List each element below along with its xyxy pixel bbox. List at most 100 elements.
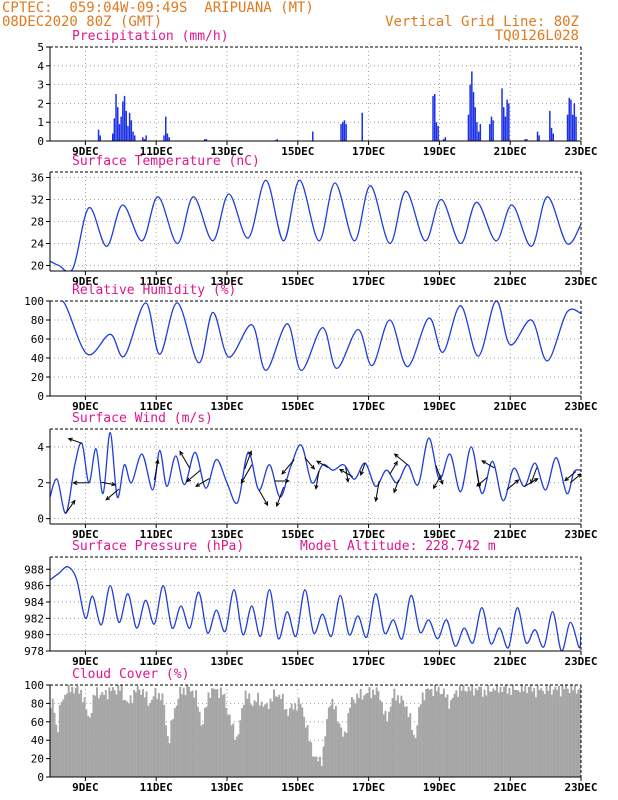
cloud-cover-bar [219,687,222,777]
wind-arrow [281,459,295,475]
cloud-cover-bar [536,685,539,777]
precip-bar [123,95,126,141]
cloud-cover-bar [278,694,281,777]
x-tick-label: 11DEC [140,145,173,158]
y-tick-label: 100 [24,295,44,308]
cloud-cover-bar [336,721,339,777]
cloud-cover-bar [110,691,113,777]
precip-bar [469,84,471,141]
cloud-cover-bar [467,686,470,777]
x-tick-label: 23DEC [564,400,597,413]
wind-arrow [530,467,538,484]
wind-arrow [570,473,581,484]
cloud-cover-bar [294,703,297,777]
cloud-cover-bar [400,695,403,777]
precip-bar [549,110,551,141]
cloud-cover-bar [301,707,304,777]
precip-bar [536,131,539,141]
cloud-cover-bar [209,698,212,777]
cloud-cover-bar [65,693,68,777]
precip-bar [479,124,482,141]
precip-bar [276,139,278,141]
wind-arrow [186,469,201,482]
x-tick-label: 17DEC [352,275,385,288]
wind-arrow-head [393,460,398,466]
cloud-cover-bar [349,707,352,777]
cloud-cover-bar [575,693,578,777]
cloud-cover-bar [515,690,518,777]
cloud-cover-bar [113,690,116,777]
cloud-cover-bar [319,756,321,777]
wind-arrow [105,488,120,501]
wind-arrow [101,481,116,486]
cloud-cover-bar [235,736,238,777]
cloud-cover-bar [547,690,550,777]
cloud-cover-bar [195,690,198,777]
series-line [50,566,581,651]
plot-series-group [97,71,577,141]
cloud-cover-bar [326,719,329,777]
wind-arrow-head [275,502,280,508]
x-tick-label: 13DEC [210,400,243,413]
x-tick-label: 15DEC [281,655,314,668]
cloud-cover-bar [478,686,481,777]
cloud-cover-bar [503,686,506,777]
cloud-cover-bar [476,690,479,777]
wind-arrow-head [345,477,350,483]
cloud-cover-bar [99,694,102,777]
wind-arrow-head [310,464,316,470]
cloud-cover-bar [411,730,413,777]
cloud-cover-bar [389,706,392,777]
cloud-cover-bar [267,708,270,777]
cloud-cover-bar [561,685,564,777]
cloud-cover-bar [127,703,130,777]
x-tick-label: 9DEC [72,145,99,158]
x-tick-label: 13DEC [210,655,243,668]
cloud-cover-bar [103,695,106,777]
cloud-cover-bar [225,707,228,777]
cloud-cover-bar [421,692,424,777]
cloud-cover-bar [85,709,88,777]
cloud-cover-bar [566,688,569,777]
wind-arrow-head [72,480,78,485]
x-tick-label: 21DEC [494,781,527,794]
y-tick-label: 982 [24,612,44,625]
cloud-cover-bar [572,690,575,777]
cloud-cover-bar [506,693,509,777]
wind-arrow [195,478,210,487]
cloud-cover-bar [504,685,507,777]
wind-arrow-head [476,482,482,487]
wind-arrow [394,453,408,466]
cloud-cover-bar [88,717,91,777]
cloud-cover-bar [481,696,484,777]
cloud-cover-bar [202,724,205,777]
y-tick-label: 1 [37,116,44,129]
precip-bar [524,139,526,141]
cloud-cover-bar [163,704,166,777]
y-tick-label: 978 [24,645,44,658]
precip-bar [566,114,569,141]
precip-bar [312,131,314,141]
cloud-cover-bar [334,706,337,777]
cloud-cover-bar [311,756,314,777]
header-location: CPTEC: 059:04W-09:49S ARIPUANA (MT) [2,0,314,16]
wind-arrow-head [284,478,290,484]
cloud-cover-bar [285,709,288,777]
x-tick-label: 9DEC [72,781,99,794]
cloud-cover-bar [416,725,419,777]
wind-arrow [564,471,577,481]
cloud-cover-bar [497,692,500,777]
cloud-cover-bar [193,697,196,777]
precip-bar [538,135,540,141]
cloud-cover-bar [142,688,144,777]
cloud-cover-bar [405,706,408,777]
precip-bar [113,118,116,141]
wind-arrow [506,479,519,491]
cloud-cover-bar [396,695,399,777]
cloud-cover-bar [457,696,460,777]
cloud-cover-bar [129,695,132,777]
cloud-cover-bar [419,704,422,777]
precip-bar [506,99,508,141]
cloud-cover-bar [205,706,208,777]
